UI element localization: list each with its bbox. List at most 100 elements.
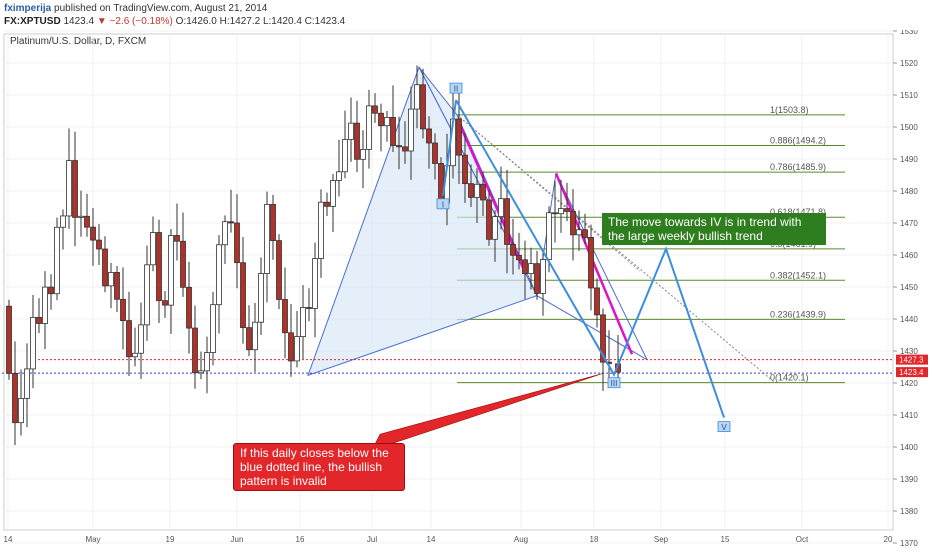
candle-up (546, 212, 552, 260)
candle-down (174, 235, 180, 242)
x-tick-label: 14 (4, 535, 13, 544)
candle-down (372, 105, 378, 114)
wave-label-box (449, 82, 463, 94)
x-tick-label: 15 (721, 535, 730, 544)
price-chart[interactable]: Platinum/U.S. Dollar, D, FXCM 1360137013… (0, 27, 932, 550)
candle-down (48, 286, 54, 295)
chart-header: fximperija published on TradingView.com,… (0, 0, 932, 30)
candle-up (342, 139, 348, 173)
publisher-line: fximperija published on TradingView.com,… (4, 3, 267, 14)
candle-up (138, 324, 144, 354)
candle-down (426, 128, 432, 144)
wave-label-box (717, 421, 731, 432)
candle-up (498, 198, 504, 217)
ohlc-values: O:1426.0 H:1427.2 L:1420.4 C:1423.4 (175, 16, 346, 27)
candle-up (330, 180, 336, 207)
wave-label-box (436, 198, 450, 210)
publisher-name[interactable]: fximperija (4, 3, 52, 14)
candle-up (168, 235, 174, 306)
candle-down (396, 145, 402, 148)
candle-down (480, 183, 486, 201)
candle-up (204, 352, 210, 372)
candle-down (564, 208, 570, 212)
price-label-box (896, 367, 928, 378)
candle-down (72, 160, 78, 218)
candle-up (348, 122, 354, 140)
y-tick-label: 1500 (900, 123, 918, 132)
candle-up (360, 148, 366, 160)
down-arrow-icon: ▼ (96, 16, 107, 27)
candle-down (324, 201, 330, 207)
x-tick-label: 18 (590, 535, 599, 544)
y-tick-label: 1490 (900, 155, 918, 164)
y-tick-label: 1370 (900, 539, 918, 548)
price-label-text: 1423.4 (899, 368, 924, 377)
y-tick-label: 1420 (900, 379, 918, 388)
candle-down (228, 221, 234, 224)
candle-up (528, 263, 534, 274)
candle-up (414, 84, 420, 110)
y-tick-label: 1400 (900, 443, 918, 452)
candle-down (96, 239, 102, 250)
candle-up (264, 204, 270, 274)
candle-up (18, 397, 24, 424)
quote-line: FX:XPTUSD 1423.4 ▼ −2.6 (−0.18%) O:1426.… (4, 16, 345, 27)
plot-frame (3, 33, 894, 531)
candle-down (240, 262, 246, 329)
candle-down (12, 372, 18, 424)
x-tick-label: 19 (166, 535, 175, 544)
candle-down (600, 314, 606, 363)
candle-down (378, 112, 384, 127)
channel-line (554, 172, 634, 355)
y-tick-label: 1460 (900, 251, 918, 260)
candle-up (30, 316, 36, 370)
fib-level-label: 0.236(1439.9) (770, 309, 826, 319)
price-label-box (896, 354, 928, 365)
candle-down (120, 298, 126, 322)
wave-line (455, 99, 725, 418)
candle-down (6, 305, 12, 374)
fib-level-label: 0.886(1494.2) (770, 136, 826, 146)
wave-label: I (442, 200, 444, 209)
candle-down (468, 183, 474, 198)
fib-level-label: 0.786(1485.9) (770, 162, 826, 172)
candle-down (282, 299, 288, 334)
x-tick-label: 14 (427, 535, 436, 544)
candle-up (540, 259, 546, 294)
y-tick-label: 1520 (900, 59, 918, 68)
candle-down (36, 316, 42, 324)
candle-down (288, 332, 294, 362)
chart-area[interactable]: Platinum/U.S. Dollar, D, FXCM 1360137013… (0, 27, 932, 550)
pattern-leg (555, 173, 648, 360)
x-tick-label: Jun (231, 535, 244, 544)
candle-up (366, 105, 372, 150)
candle-up (42, 286, 48, 324)
candle-up (210, 304, 216, 353)
candle-up (108, 272, 114, 287)
candle-up (54, 226, 60, 295)
candle-down (486, 199, 492, 240)
candle-down (522, 259, 528, 274)
candle-up (150, 232, 156, 266)
candle-up (558, 208, 564, 215)
candle-down (276, 240, 282, 300)
candle-down (180, 240, 186, 288)
x-tick-label: Oct (796, 535, 809, 544)
x-tick-label: 20 (884, 535, 893, 544)
fib-level-label: 0(1420.1) (770, 373, 809, 383)
candle-down (90, 226, 96, 241)
x-tick-label: Sep (654, 535, 669, 544)
candle-down (354, 122, 360, 160)
candle-up (216, 244, 222, 306)
candle-down (114, 272, 120, 300)
y-tick-label: 1430 (900, 347, 918, 356)
candle-down (570, 211, 576, 236)
candle-up (258, 273, 264, 323)
candle-down (456, 118, 462, 156)
candle-down (102, 248, 108, 287)
candle-up (144, 264, 150, 326)
x-tick-label: May (85, 535, 100, 544)
fib-level-label: 1(1503.8) (770, 105, 809, 115)
candle-down (504, 198, 510, 245)
y-tick-label: 1410 (900, 411, 918, 420)
